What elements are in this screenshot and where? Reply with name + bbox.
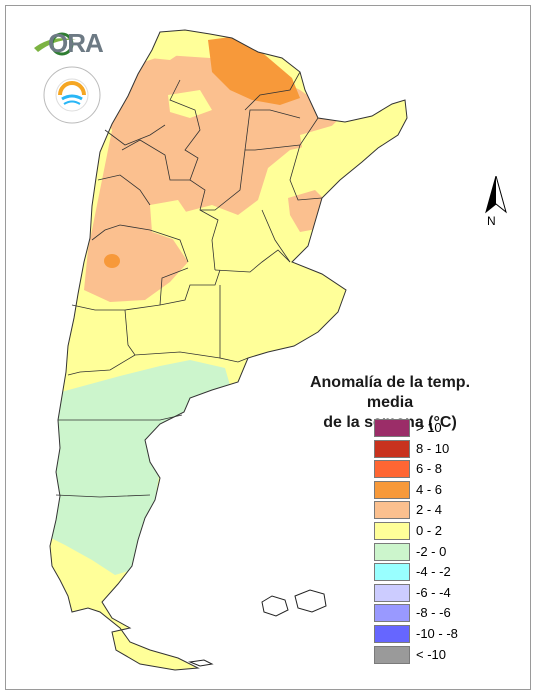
legend-item: 2 - 4 bbox=[374, 500, 514, 520]
legend-swatch bbox=[374, 542, 410, 561]
legend-item: > 10 bbox=[374, 418, 514, 437]
border-line-19 bbox=[289, 117, 323, 201]
country-outline bbox=[49, 29, 408, 671]
legend-item: -10 - -8 bbox=[374, 624, 514, 643]
border-line-8 bbox=[214, 249, 291, 273]
legend-label: -4 - -2 bbox=[416, 564, 451, 580]
legend-item: < -10 bbox=[374, 645, 514, 664]
zone-0-2-north-tip bbox=[150, 38, 185, 60]
legend-title: Anomalía de la temp. media de la semana … bbox=[285, 373, 495, 433]
zone-minus2-0-south bbox=[50, 360, 232, 575]
border-line-15 bbox=[58, 414, 183, 421]
province-borders bbox=[55, 71, 323, 498]
zone-0-2-north-patch bbox=[168, 90, 212, 118]
zone-4-6-north bbox=[208, 36, 300, 105]
island-east bbox=[294, 589, 327, 613]
legend-item: 6 - 8 bbox=[374, 459, 514, 479]
north-arrow-icon bbox=[485, 176, 507, 214]
legend-label: -8 - -6 bbox=[416, 605, 451, 621]
legend-label: -10 - -8 bbox=[416, 626, 458, 641]
legend-label: > 10 bbox=[416, 420, 442, 435]
border-line-18 bbox=[244, 71, 301, 111]
legend-swatch bbox=[374, 604, 410, 623]
legend-label: 2 - 4 bbox=[416, 502, 443, 518]
island-west bbox=[261, 595, 289, 617]
smn-seal-icon bbox=[43, 66, 101, 124]
legend-swatch bbox=[374, 439, 410, 458]
border-line-1 bbox=[169, 79, 219, 271]
malvinas-islands bbox=[261, 589, 327, 617]
legend-item: -6 - -4 bbox=[374, 583, 514, 602]
border-line-3 bbox=[97, 174, 151, 206]
smn-logo bbox=[42, 65, 102, 125]
legend-swatch bbox=[374, 522, 410, 540]
legend-swatch bbox=[374, 419, 410, 437]
legend-label: < -10 bbox=[416, 646, 446, 662]
legend-label: 6 - 8 bbox=[416, 461, 443, 477]
legend-item: 8 - 10 bbox=[374, 439, 514, 458]
north-label: N bbox=[487, 214, 496, 228]
legend-item: -8 - -6 bbox=[374, 603, 514, 623]
legend-swatch bbox=[374, 460, 410, 479]
zone-4-6-west bbox=[104, 254, 120, 268]
legend-label: -6 - -4 bbox=[416, 584, 451, 600]
border-line-7 bbox=[261, 209, 291, 263]
legend-swatch bbox=[374, 501, 410, 520]
map-frame bbox=[5, 5, 531, 690]
border-line-11 bbox=[159, 267, 189, 306]
border-line-6 bbox=[244, 109, 301, 151]
legend-swatch bbox=[374, 583, 410, 602]
legend-label: 8 - 10 bbox=[416, 440, 450, 456]
ora-leaf-icon bbox=[34, 32, 76, 56]
ora-logo-text: ORA bbox=[48, 28, 104, 58]
border-line-14 bbox=[67, 354, 136, 376]
legend-label: -2 - 0 bbox=[416, 543, 447, 559]
zone-0-2-center-patch bbox=[150, 200, 195, 240]
border-line-16 bbox=[55, 494, 151, 498]
legend-swatch bbox=[374, 480, 410, 499]
border-line-9 bbox=[124, 269, 221, 311]
legend-swatch bbox=[374, 625, 410, 643]
ora-logo: ORA bbox=[34, 26, 104, 60]
legend-label: 4 - 6 bbox=[416, 481, 443, 497]
legend-item: -4 - -2 bbox=[374, 562, 514, 582]
border-line-4 bbox=[91, 224, 189, 263]
legend-item: 0 - 2 bbox=[374, 521, 514, 540]
border-line-12 bbox=[219, 285, 249, 363]
isla-de-los-estados bbox=[188, 659, 214, 667]
legend-swatch bbox=[374, 645, 410, 664]
legend-swatch bbox=[374, 563, 410, 582]
legend-title-line-1: Anomalía de la temp. media bbox=[309, 374, 471, 411]
border-line-2 bbox=[121, 139, 190, 181]
border-line-17 bbox=[104, 124, 166, 146]
legend-label: 0 - 2 bbox=[416, 523, 443, 538]
border-line-10 bbox=[71, 304, 125, 311]
border-line-5 bbox=[200, 144, 301, 211]
zone-2-4-north bbox=[84, 55, 340, 302]
legend-item: 4 - 6 bbox=[374, 480, 514, 499]
zone-0-2-northeast-patch bbox=[300, 122, 360, 172]
legend-item: -2 - 0 bbox=[374, 542, 514, 561]
